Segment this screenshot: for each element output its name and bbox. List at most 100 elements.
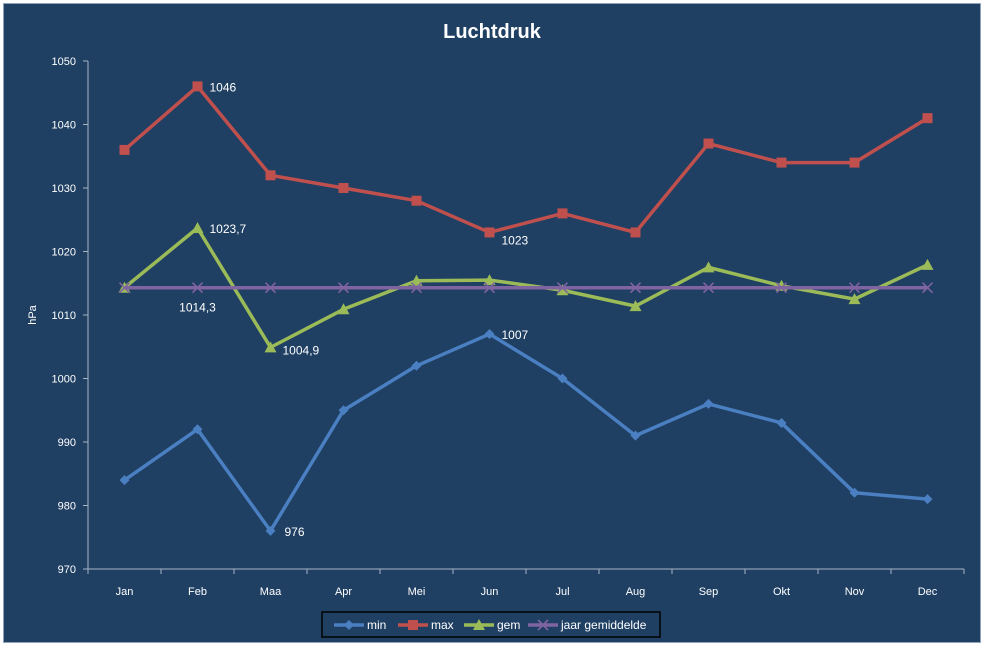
legend-label: min [367,618,386,632]
x-tick-label: Mei [408,586,426,598]
data-point-jaar-gemiddelde [410,282,423,294]
x-tick-label: Dec [918,586,938,598]
series-lines [118,81,934,536]
data-point-max [557,208,568,219]
data-point-max [119,144,130,155]
x-tick-label: Okt [773,586,790,598]
y-tick-label: 970 [58,564,76,576]
data-point-max [630,227,641,238]
data-point-max [922,113,933,124]
x-tick-label: Jun [481,586,499,598]
x-tick-labels: Jan Feb Maa Apr Mei Jun Jul Aug Sep Okt Nov Dec [116,586,938,598]
legend-item-jaar-gemiddelde: jaar gemiddelde [528,618,647,632]
data-point-jaar-gemiddelde [264,282,277,294]
data-point-jaar-gemiddelde [191,282,204,294]
x-tick-label: Jul [555,586,569,598]
y-axis-label: hPa [27,304,39,324]
legend-marker [408,620,418,630]
data-label: 1046 [210,80,237,94]
data-label: 1023 [502,233,529,247]
y-tick-label: 1050 [52,56,76,68]
data-point-gem [264,341,277,353]
x-tick-label: Maa [260,586,282,598]
y-tick-labels: 970 980 990 1000 1010 1020 1030 1040 1050 [52,56,76,576]
series-line-min [123,332,928,533]
data-point-jaar-gemiddelde [921,282,934,294]
data-point-jaar-gemiddelde [337,282,350,294]
data-point-min [265,525,276,536]
data-point-gem [702,261,715,273]
data-point-jaar-gemiddelde [483,282,496,294]
legend-label: max [431,618,454,632]
x-tick-label: Aug [626,586,646,598]
legend-item-min: min [334,618,386,632]
y-tick-label: 1040 [52,120,76,132]
data-label: 1023,7 [210,222,247,236]
data-point-min [849,487,860,498]
axes [83,60,965,574]
data-label: 1004,9 [283,343,320,357]
data-point-gem [410,274,423,286]
series-max [119,81,933,238]
x-tick-label: Jan [116,586,134,598]
data-point-min [484,329,495,340]
data-point-jaar-gemiddelde [118,282,131,294]
x-tick-label: Apr [335,586,352,598]
data-point-min [630,430,641,441]
legend-marker [537,619,549,631]
y-tick-label: 1030 [52,183,76,195]
data-point-jaar-gemiddelde [848,282,861,294]
x-tick-label: Sep [699,586,719,598]
chart-frame [3,3,981,643]
y-tick-label: 1000 [52,374,76,386]
data-point-max [411,195,422,206]
data-point-gem [191,222,204,234]
data-point-max [703,138,714,149]
data-point-gem [556,284,569,296]
data-point-jaar-gemiddelde [702,282,715,294]
data-label: 976 [285,525,305,539]
y-tick-label: 990 [58,437,76,449]
legend-item-max: max [398,618,454,632]
data-point-gem [848,293,861,305]
x-tick-label: Nov [845,586,865,598]
data-point-min [338,405,349,416]
data-point-max [776,157,787,168]
y-tick-label: 980 [58,501,76,513]
legend-marker [473,619,485,630]
data-point-gem [337,303,350,315]
x-tick-label: Feb [188,586,207,598]
data-point-jaar-gemiddelde [629,282,642,294]
data-point-gem [921,258,934,270]
data-point-jaar-gemiddelde [775,282,788,294]
data-point-max [849,157,860,168]
data-point-max [484,227,495,238]
data-point-min [192,424,203,435]
data-point-max [265,170,276,181]
series-min [119,329,933,536]
y-tick-label: 1020 [52,247,76,259]
data-point-min [411,360,422,371]
data-point-jaar-gemiddelde [556,282,569,294]
legend-label: gem [497,618,520,632]
data-point-max [338,183,349,193]
data-point-min [922,494,933,505]
legend-marker [344,620,354,630]
data-point-max [192,81,203,92]
data-label: 1014,3 [179,301,216,315]
data-labels: 1046 1023 1023,7 1004,9 1014,3 976 1007 [179,80,528,539]
series-jaar-gemiddelde [118,282,934,294]
y-tick-label: 1010 [52,310,76,322]
chart-title: Luchtdruk [443,21,542,43]
series-line-max [123,84,929,235]
data-label: 1007 [502,328,529,342]
legend-item-gem: gem [464,618,520,632]
data-point-min [776,417,787,428]
data-point-min [703,398,714,409]
data-point-min [557,373,568,384]
data-point-gem [629,300,642,312]
legend-label: jaar gemiddelde [560,618,647,632]
legend: min max gem jaar gemiddelde [321,611,661,638]
data-point-min [119,475,130,486]
